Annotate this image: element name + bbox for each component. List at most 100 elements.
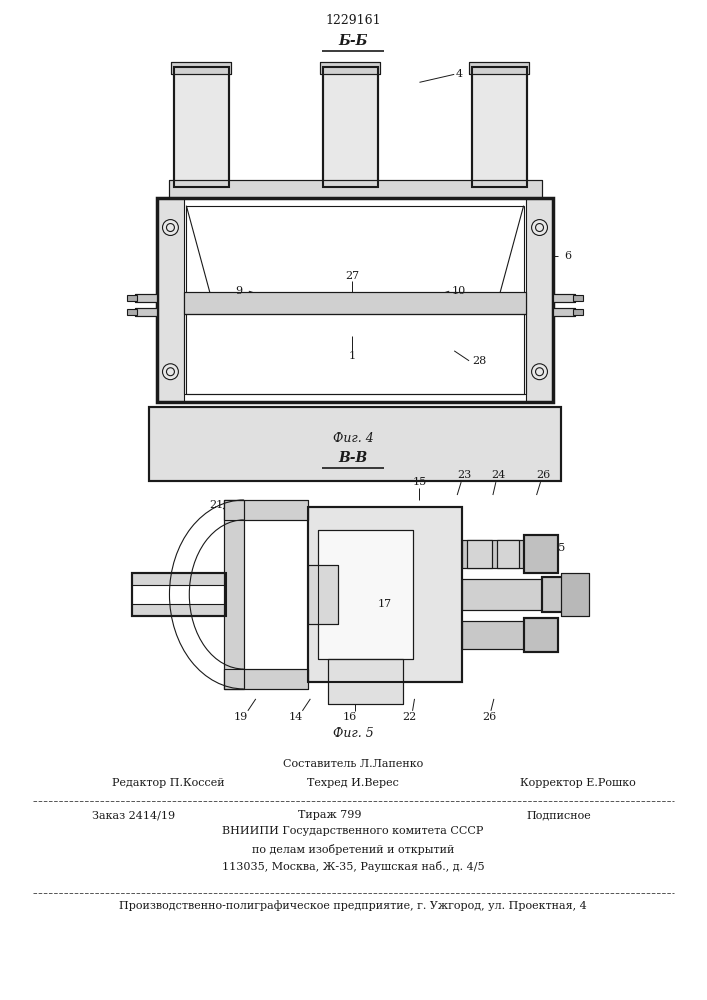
Text: 23: 23 [457, 470, 472, 480]
Bar [187, 206, 524, 394]
Bar [524, 535, 559, 573]
Bar [542, 577, 586, 612]
Bar [224, 500, 244, 689]
Bar [310, 566, 337, 623]
Bar [524, 535, 559, 573]
Text: 25: 25 [551, 543, 566, 553]
Bar [469, 62, 529, 74]
Bar [561, 573, 589, 616]
Text: Редактор П.Коссей: Редактор П.Коссей [112, 778, 225, 788]
Text: по делам изобретений и открытий: по делам изобретений и открытий [252, 844, 454, 855]
Bar [175, 67, 229, 187]
Bar [329, 660, 402, 703]
Bar [158, 199, 183, 401]
Text: Б-Б: Б-Б [338, 34, 368, 48]
Bar [308, 565, 338, 624]
Text: 1229161: 1229161 [325, 14, 381, 27]
Bar [554, 294, 575, 302]
Circle shape [532, 364, 547, 380]
Bar [135, 308, 156, 316]
Bar [148, 407, 561, 481]
Bar [320, 531, 411, 658]
Bar [170, 180, 542, 198]
Text: 1: 1 [349, 351, 356, 361]
Text: 113035, Москва, Ж-35, Раушская наб., д. 4/5: 113035, Москва, Ж-35, Раушская наб., д. … [222, 861, 484, 872]
Bar [462, 540, 547, 568]
Bar [524, 618, 559, 652]
Bar [525, 198, 554, 402]
Bar [132, 573, 226, 616]
Bar [135, 294, 156, 302]
Bar [472, 67, 527, 187]
Text: 26: 26 [537, 470, 551, 480]
Text: 27: 27 [345, 271, 359, 281]
Bar [185, 292, 525, 314]
Bar [472, 67, 527, 187]
Text: Техред И.Верес: Техред И.Верес [307, 778, 399, 788]
Bar [156, 198, 185, 402]
Bar [323, 67, 378, 187]
Text: 24: 24 [492, 470, 506, 480]
Bar [127, 295, 136, 301]
Bar [171, 62, 231, 74]
Bar [527, 199, 552, 401]
Bar [463, 622, 546, 648]
Bar [467, 540, 492, 568]
Bar [573, 309, 583, 315]
Bar [308, 507, 462, 682]
Bar [224, 500, 308, 520]
Bar [462, 579, 571, 610]
Text: Производственно-полиграфическое предприятие, г. Ужгород, ул. Проектная, 4: Производственно-полиграфическое предприя… [119, 900, 587, 911]
Bar [135, 308, 156, 316]
Text: 22: 22 [402, 712, 416, 722]
Bar [320, 62, 380, 74]
Text: ВНИИПИ Государственного комитета СССР: ВНИИПИ Государственного комитета СССР [222, 826, 484, 836]
Bar [462, 621, 547, 649]
Bar [497, 540, 519, 568]
Bar [467, 540, 492, 568]
Bar [185, 314, 525, 394]
Bar [156, 198, 554, 402]
Circle shape [163, 364, 178, 380]
Bar [462, 540, 547, 568]
Bar [561, 573, 589, 616]
Text: Корректор Е.Рошко: Корректор Е.Рошко [520, 778, 636, 788]
Bar [148, 407, 561, 481]
Text: 15: 15 [412, 477, 426, 487]
Text: 28: 28 [472, 356, 486, 366]
Bar [127, 309, 136, 315]
Text: 17: 17 [378, 599, 392, 609]
Text: 9: 9 [235, 286, 243, 296]
Bar [554, 308, 575, 316]
Text: Фиг. 4: Фиг. 4 [332, 432, 373, 445]
Bar [463, 541, 546, 567]
Bar [224, 669, 308, 689]
Bar [318, 530, 412, 659]
Circle shape [532, 220, 547, 235]
Bar [224, 669, 308, 689]
Text: Составитель Л.Лапенко: Составитель Л.Лапенко [283, 759, 423, 769]
Bar [323, 67, 378, 187]
Bar [328, 659, 402, 704]
Text: В-В: В-В [339, 451, 368, 465]
Bar [224, 500, 308, 520]
Bar [170, 180, 542, 198]
Bar [320, 62, 380, 74]
Text: Подписное: Подписное [526, 810, 591, 820]
Text: 21: 21 [209, 500, 223, 510]
Bar [469, 62, 529, 74]
Bar [135, 294, 156, 302]
Text: 10: 10 [452, 286, 467, 296]
Text: Заказ 2414/19: Заказ 2414/19 [92, 810, 175, 820]
Bar [554, 308, 575, 316]
Bar [132, 585, 226, 604]
Bar [308, 507, 462, 682]
Bar [554, 294, 575, 302]
Bar [328, 659, 402, 704]
Bar [308, 565, 338, 624]
Text: 4: 4 [455, 69, 462, 79]
Text: 26: 26 [481, 712, 496, 722]
Bar [318, 530, 412, 659]
Bar [497, 540, 519, 568]
Bar [462, 621, 547, 649]
